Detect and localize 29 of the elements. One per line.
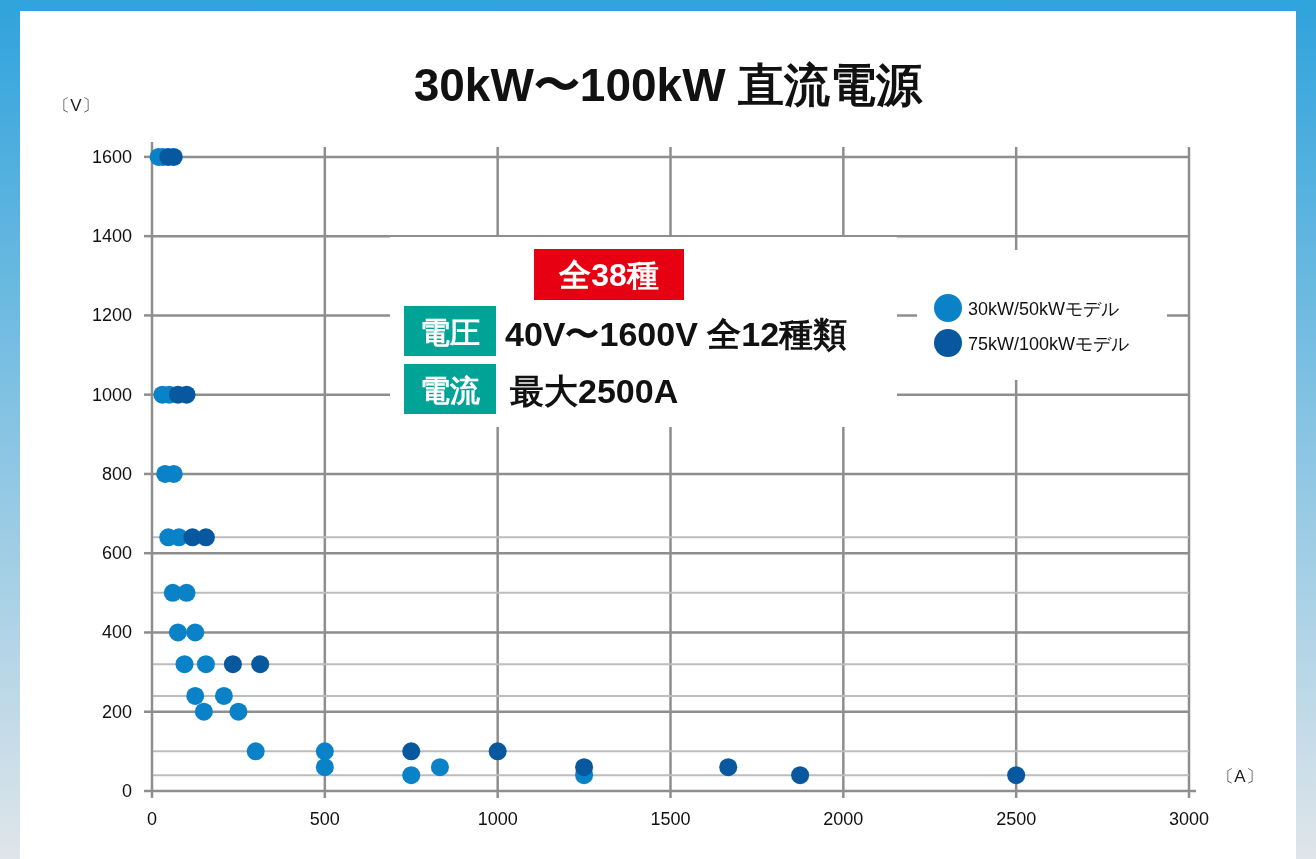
y-tick-label: 1400 xyxy=(91,226,132,247)
x-tick-label: 1000 xyxy=(477,809,518,829)
y-axis-title: 〔V〕 xyxy=(53,96,99,115)
x-tick-label: 0 xyxy=(146,809,158,829)
y-tick-label: 400 xyxy=(101,622,132,643)
y-tick-label: 1000 xyxy=(91,384,132,405)
annotation: 電圧 xyxy=(420,316,480,349)
y-tick-label: 1600 xyxy=(91,146,132,167)
x-tick-label: 500 xyxy=(309,809,340,829)
x-tick-label: 2000 xyxy=(823,809,864,829)
y-tick-label: 800 xyxy=(101,463,132,484)
annotation: 最大2500A xyxy=(510,372,679,410)
annotation: 全38種 xyxy=(558,257,659,293)
x-tick-label: 1500 xyxy=(650,809,691,829)
annotation: 40V〜1600V 全12種類 xyxy=(505,315,848,353)
y-tick-label: 200 xyxy=(101,701,132,722)
y-tick-label: 1200 xyxy=(91,305,132,326)
legend-label: 30kW/50kWモデル xyxy=(968,299,1120,319)
annotation: 電圧 xyxy=(404,306,496,356)
x-tick-label: 2500 xyxy=(996,809,1037,829)
x-tick-label: 3000 xyxy=(1168,809,1210,829)
y-tick-label: 0 xyxy=(121,781,132,801)
y-tick-label: 600 xyxy=(101,543,132,564)
annotation: 全38種 xyxy=(534,249,684,300)
annotation: 電流 xyxy=(420,374,481,407)
legend-label: 75kW/100kWモデル xyxy=(968,334,1130,354)
x-axis-title: 〔A〕 xyxy=(1217,767,1263,786)
annotation: 電流 xyxy=(404,364,496,414)
chart-title: 30kW〜100kW 直流電源 xyxy=(413,59,924,111)
